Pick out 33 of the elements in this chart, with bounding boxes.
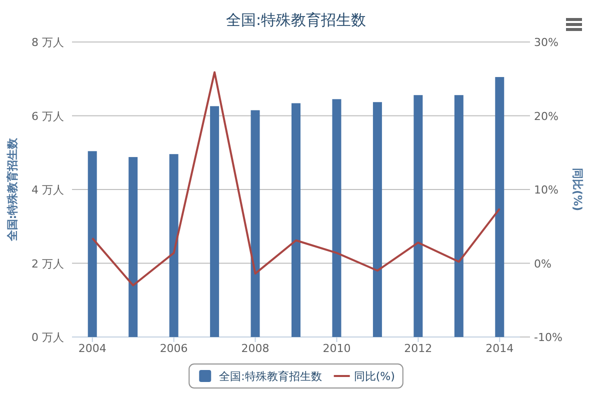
bar xyxy=(414,95,423,337)
bar xyxy=(210,106,220,337)
x-tick-label: 2008 xyxy=(241,342,270,355)
bar xyxy=(372,102,382,337)
y-tick-label: 0 万人 xyxy=(32,331,64,344)
bar xyxy=(332,99,342,337)
y-tick-label: 2 万人 xyxy=(32,257,64,270)
x-tick-label: 2006 xyxy=(160,342,188,355)
y2-tick-label: 10% xyxy=(534,184,558,196)
bar xyxy=(250,110,260,337)
chart-title: 全国:特殊教育招生数 xyxy=(226,11,366,29)
y-tick-label: 6 万人 xyxy=(32,110,64,123)
x-tick-label: 2010 xyxy=(322,342,351,355)
y2-axis-title: 同比(%) xyxy=(571,168,584,212)
bar xyxy=(88,151,97,337)
bar xyxy=(292,103,300,337)
x-tick-label: 2004 xyxy=(78,342,106,355)
bar xyxy=(169,154,178,337)
bar xyxy=(495,77,504,337)
y2-tick-label: 0% xyxy=(534,257,552,270)
bar xyxy=(454,95,464,337)
bar xyxy=(128,157,138,337)
legend-label: 全国:特殊教育招生数 xyxy=(219,370,322,383)
x-tick-label: 2014 xyxy=(486,342,514,355)
y2-tick-label: 30% xyxy=(534,36,558,49)
y-tick-label: 4 万人 xyxy=(32,184,64,196)
y2-tick-label: -10% xyxy=(534,331,562,344)
line-series xyxy=(91,71,501,286)
y2-tick-label: 20% xyxy=(534,110,558,123)
y-tick-label: 8 万人 xyxy=(32,36,64,49)
x-tick-label: 2012 xyxy=(404,342,432,355)
legend-label: 同比(%) xyxy=(354,370,395,383)
y-axis-title: 全国:特殊教育招生数 xyxy=(6,136,19,242)
